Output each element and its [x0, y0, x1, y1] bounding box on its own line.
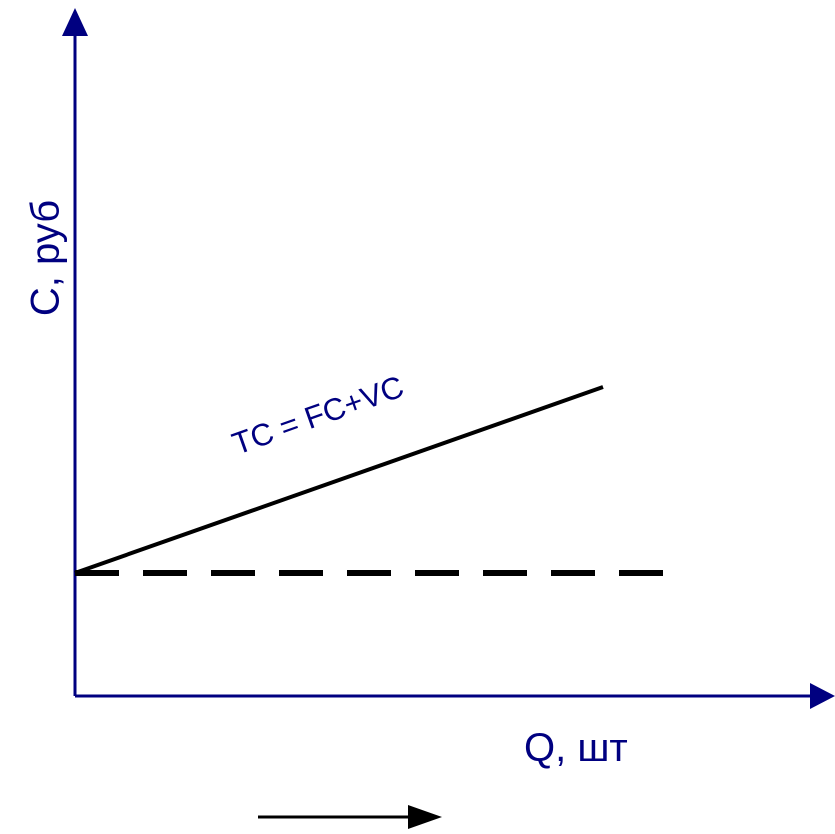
- x-axis: [75, 683, 835, 709]
- x-axis-label: Q, шт: [524, 726, 628, 770]
- right-arrow-icon: [258, 805, 442, 829]
- x-axis-arrow-icon: [810, 683, 835, 709]
- total-cost-line: [74, 385, 604, 575]
- y-axis-label: C, руб: [24, 200, 68, 316]
- y-axis-arrow-icon: [62, 8, 88, 36]
- total-cost-label: TC = FC+VC: [228, 369, 409, 462]
- y-axis: [62, 8, 88, 696]
